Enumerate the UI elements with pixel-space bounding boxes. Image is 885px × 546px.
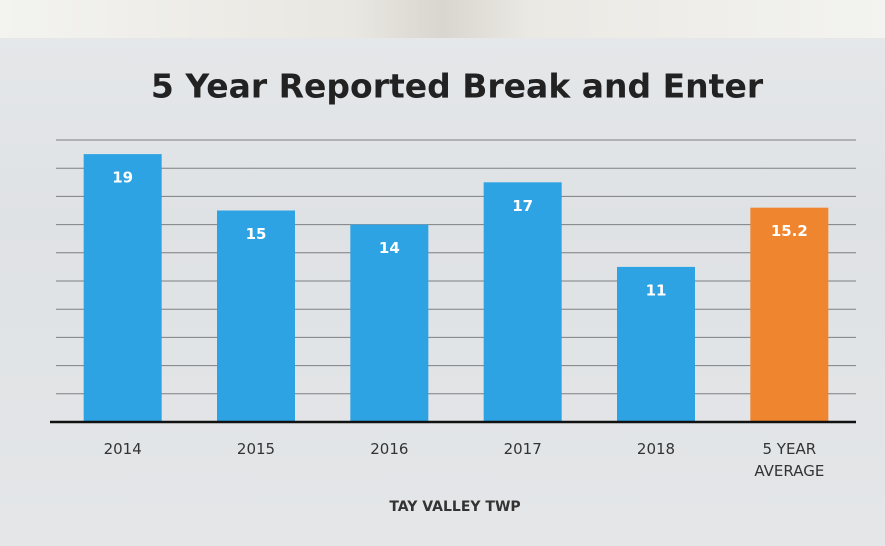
x-tick-label: 2016 bbox=[370, 440, 409, 458]
value-label: 17 bbox=[512, 197, 533, 215]
x-axis-title: TAY VALLEY TWP bbox=[389, 499, 520, 515]
value-label: 14 bbox=[379, 239, 400, 257]
bar bbox=[617, 266, 695, 422]
bar bbox=[483, 182, 562, 422]
header-strip bbox=[0, 0, 885, 38]
x-tick-label: 5 YEAR AVERAGE bbox=[754, 440, 825, 480]
value-label: 15.2 bbox=[771, 222, 808, 240]
bar bbox=[217, 210, 295, 422]
x-tick-label: 2015 bbox=[236, 440, 276, 458]
x-tick-label: 2017 bbox=[503, 440, 542, 458]
value-label: 15 bbox=[246, 225, 267, 243]
bar bbox=[350, 224, 429, 422]
chart-title: 5 Year Reported Break and Enter bbox=[151, 67, 764, 106]
bar bbox=[750, 207, 829, 422]
x-tick-label: 2018 bbox=[636, 440, 676, 458]
bar bbox=[83, 154, 162, 422]
value-label: 11 bbox=[646, 281, 667, 299]
x-tick-label: 2014 bbox=[103, 440, 142, 458]
value-label: 19 bbox=[112, 169, 133, 187]
